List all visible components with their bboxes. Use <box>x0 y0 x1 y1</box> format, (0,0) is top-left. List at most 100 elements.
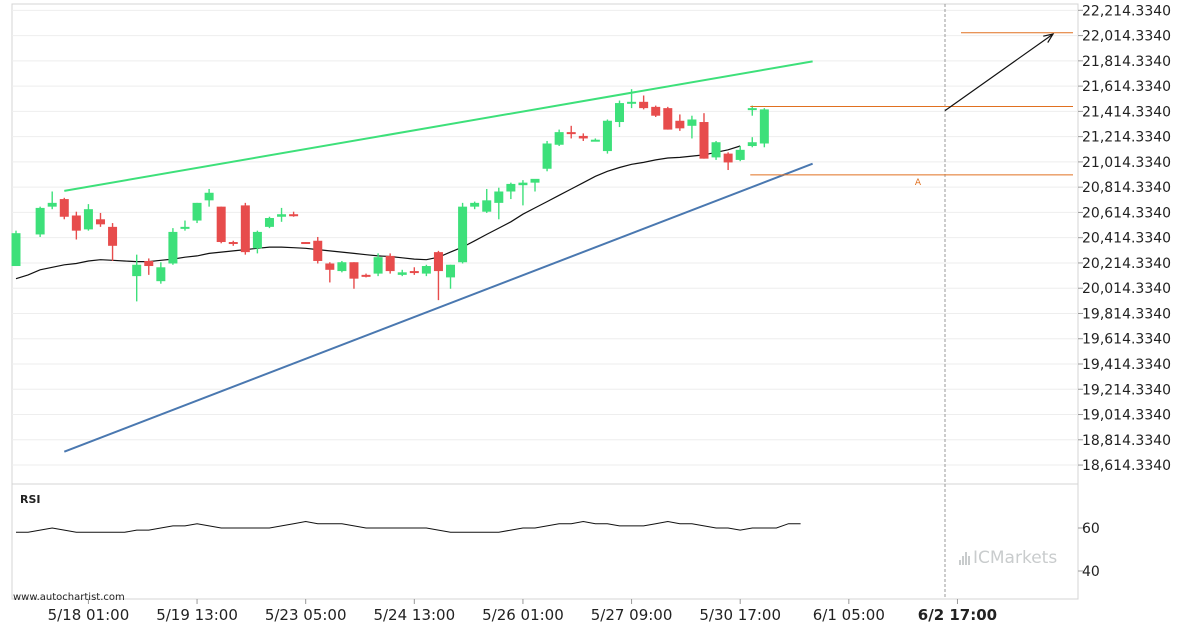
x-tick-label: 6/2 17:00 <box>918 606 997 624</box>
x-tick-label: 6/1 05:00 <box>813 606 885 624</box>
candle <box>458 202 468 264</box>
candle <box>566 125 576 139</box>
candle-body <box>11 233 21 267</box>
candle-body <box>578 135 588 139</box>
candle <box>615 100 624 128</box>
rsi-y-axis: 60 40 <box>1078 521 1100 580</box>
candle <box>216 206 226 244</box>
candle <box>759 108 769 148</box>
candle-body <box>663 108 673 130</box>
candle <box>35 206 45 237</box>
rsi-series-line <box>16 520 801 533</box>
bar-chart-icon <box>959 552 970 565</box>
candle <box>108 223 118 261</box>
candle <box>675 114 685 131</box>
candle-body <box>144 260 154 267</box>
candle-body <box>602 120 612 152</box>
candle-body <box>494 191 504 203</box>
candle-body <box>421 266 431 274</box>
candle <box>168 228 178 265</box>
candle <box>578 133 588 141</box>
candle <box>180 220 190 231</box>
rsi-panel-frame <box>11 483 1079 600</box>
candle <box>240 202 250 255</box>
candle <box>530 178 540 192</box>
candle <box>397 269 407 277</box>
candle <box>639 95 649 110</box>
candle <box>602 119 612 154</box>
candle-body <box>71 215 81 231</box>
candle-body <box>651 106 661 116</box>
candle-body <box>506 183 516 192</box>
candle-body <box>325 263 335 270</box>
y-tick-label: 19,814.3340 <box>1082 306 1171 322</box>
candle-body <box>385 255 395 272</box>
y-tick-label: 19,214.3340 <box>1082 382 1171 398</box>
arrow-head-icon <box>1043 33 1055 43</box>
candle-body <box>313 240 323 261</box>
candle <box>723 152 733 171</box>
candle-body <box>95 219 105 225</box>
candle-body <box>108 226 118 246</box>
candle-body <box>301 242 311 245</box>
x-tick-label: 5/24 13:00 <box>373 606 455 624</box>
y-tick-label: 18,614.3340 <box>1082 458 1171 474</box>
candle-body <box>216 206 226 243</box>
candles <box>11 89 769 302</box>
candle <box>542 140 552 172</box>
candle-body <box>530 178 540 183</box>
candle <box>144 258 154 275</box>
candle-body <box>361 274 371 277</box>
candle <box>337 260 347 273</box>
candle-body <box>518 182 528 186</box>
candle <box>518 180 528 206</box>
candle <box>349 262 359 289</box>
y-tick-label: 21,814.3340 <box>1082 54 1171 70</box>
candle <box>651 105 661 117</box>
x-tick-label: 5/30 17:00 <box>699 606 781 624</box>
candle-body <box>156 267 166 282</box>
x-tick-label: 5/18 01:00 <box>48 606 130 624</box>
candle-body <box>180 226 190 229</box>
brand-name: ICMarkets <box>973 548 1057 568</box>
y-tick-label: 21,414.3340 <box>1082 104 1171 120</box>
candle-body <box>373 257 383 274</box>
candle-body <box>747 108 757 111</box>
candle-body <box>639 101 649 109</box>
candle <box>95 212 105 227</box>
candle-body <box>277 214 287 217</box>
candle <box>252 230 262 254</box>
candle <box>47 191 57 210</box>
x-tick-label: 5/23 05:00 <box>265 606 347 624</box>
candle-body <box>735 149 745 160</box>
candle <box>663 106 673 130</box>
y-tick-label: 19,414.3340 <box>1082 357 1171 373</box>
candle <box>409 267 419 275</box>
rsi-line <box>16 520 801 533</box>
candle <box>277 207 287 222</box>
candle <box>228 240 238 246</box>
watermark: www.autochartist.com <box>13 592 125 603</box>
candle <box>301 242 311 245</box>
candle-body <box>723 153 733 163</box>
candle-body <box>675 120 685 129</box>
y-tick-label: 20,614.3340 <box>1082 205 1171 221</box>
candle <box>747 105 757 116</box>
candle <box>59 197 69 220</box>
candle-body <box>699 122 709 159</box>
candle <box>687 115 697 139</box>
candle <box>470 201 480 210</box>
pattern-marker-label: A <box>915 178 922 188</box>
candle-body <box>132 264 142 277</box>
candle <box>325 262 335 283</box>
candle-body <box>759 109 769 144</box>
y-tick-label: 21,014.3340 <box>1082 155 1171 171</box>
candle-body <box>711 142 721 158</box>
resistance-trendline <box>64 60 813 192</box>
rsi-tick-label: 60 <box>1082 521 1100 537</box>
candle <box>192 202 202 224</box>
candle-body <box>482 200 492 212</box>
candle <box>699 113 709 159</box>
x-tick-label: 5/26 01:00 <box>482 606 564 624</box>
y-tick-label: 20,014.3340 <box>1082 281 1171 297</box>
